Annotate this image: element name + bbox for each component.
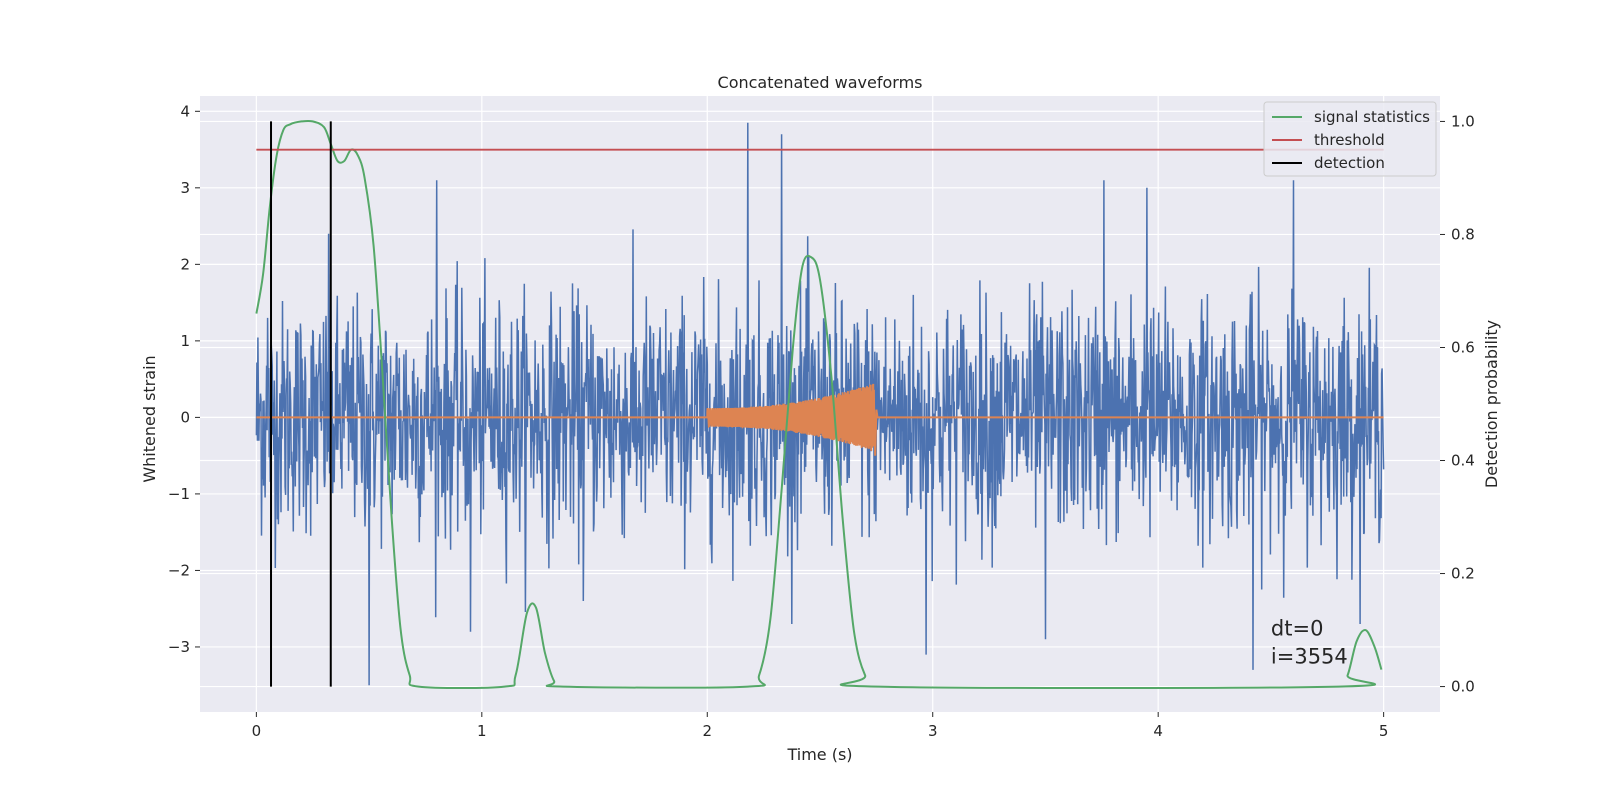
signal-statistics-line (255, 119, 1383, 690)
y-tick-label: 2 (180, 255, 190, 273)
annotation-line: dt=0 (1271, 616, 1324, 640)
y-tick-label: 4 (180, 102, 190, 120)
y-tick-label: −3 (168, 638, 190, 656)
x-tick-label: 2 (702, 722, 712, 740)
legend: signal statistics threshold detection (1263, 101, 1437, 177)
chart-title: Concatenated waveforms (718, 73, 923, 92)
y-tick-label: −2 (168, 561, 190, 579)
y2-tick-label: 1.0 (1451, 112, 1475, 130)
plot-area (255, 119, 1385, 690)
x-tick-label: 1 (477, 722, 487, 740)
ticks: 0 1 2 3 4 5 −3 −2 −1 0 1 2 3 4 0.0 0.2 0.4 0.6 0.8 1.0 (168, 102, 1475, 740)
y2-tick-label: 0.4 (1451, 452, 1475, 470)
legend-label: signal statistics (1314, 108, 1430, 126)
y-tick-label: −1 (168, 485, 190, 503)
y2-tick-label: 0.0 (1451, 678, 1475, 696)
y2-tick-label: 0.6 (1451, 338, 1475, 356)
y2-tick-label: 0.2 (1451, 565, 1475, 583)
y-tick-label: 3 (180, 179, 190, 197)
y2-tick-label: 0.8 (1451, 225, 1475, 243)
annotation-text: dt=0 i=3554 (1271, 616, 1348, 668)
x-tick-label: 5 (1379, 722, 1389, 740)
y-tick-label: 1 (180, 332, 190, 350)
x-tick-label: 3 (928, 722, 938, 740)
legend-label: detection (1314, 154, 1385, 172)
y2-axis-label: Detection probability (1482, 320, 1501, 488)
annotation-line: i=3554 (1271, 644, 1348, 668)
y-axis-label: Whitened strain (140, 355, 159, 482)
y-tick-label: 0 (180, 408, 190, 426)
legend-label: threshold (1314, 131, 1385, 149)
x-tick-label: 0 (252, 722, 262, 740)
waveform-series-line (256, 383, 1384, 456)
legend-frame (1263, 101, 1437, 177)
x-axis-label: Time (s) (786, 745, 852, 764)
x-tick-label: 4 (1153, 722, 1163, 740)
